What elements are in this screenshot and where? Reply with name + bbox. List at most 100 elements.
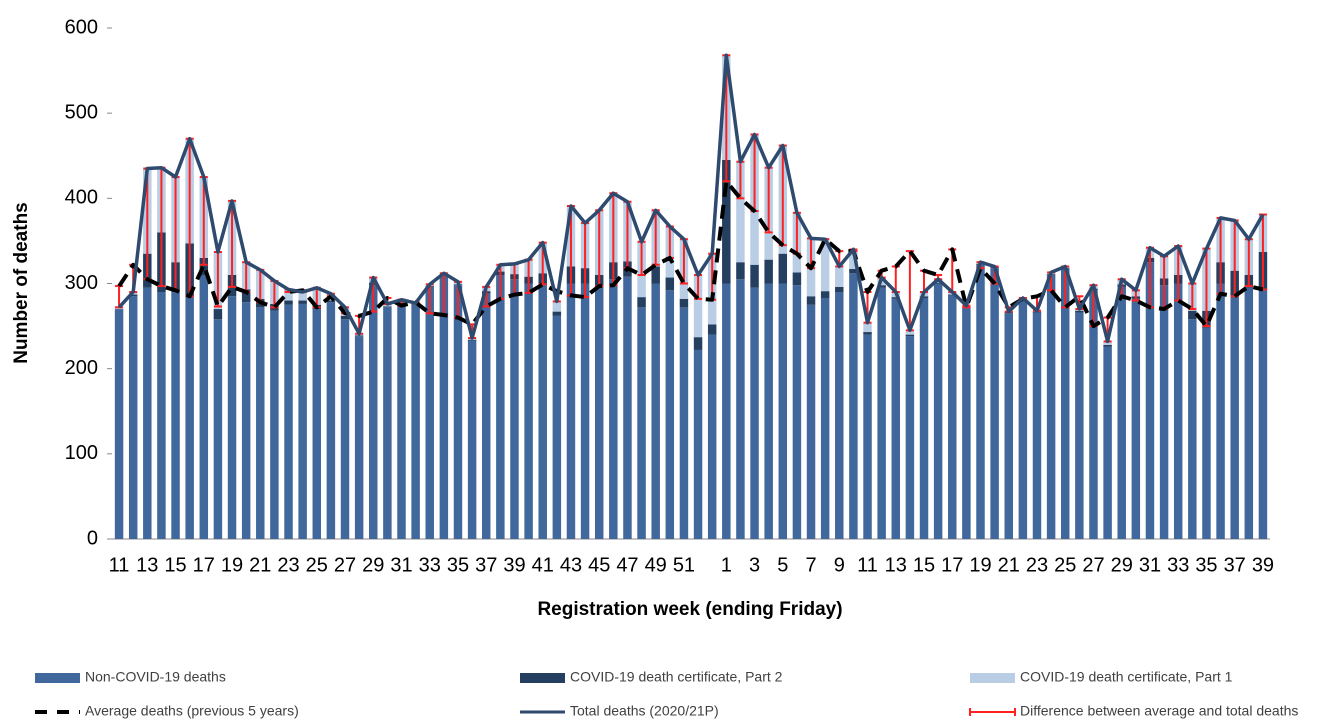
bar-segment	[354, 336, 364, 539]
x-tick-label: 13	[136, 554, 158, 576]
bar-segment	[736, 279, 745, 539]
bar-segment	[185, 296, 194, 539]
bar-segment	[298, 292, 307, 301]
bar-segment	[369, 285, 378, 539]
bar-segment	[736, 262, 745, 280]
bar-segment	[439, 276, 449, 539]
x-tick-label: 7	[805, 554, 816, 576]
x-tick-label: 15	[164, 554, 186, 576]
legend-label: Difference between average and total dea…	[1020, 703, 1298, 719]
x-tick-label: 21	[998, 554, 1020, 576]
legend-label: Average deaths (previous 5 years)	[85, 703, 299, 719]
x-tick-label: 25	[306, 554, 328, 576]
x-tick-label: 35	[1195, 554, 1217, 576]
bar-segment	[1103, 346, 1112, 539]
legend-swatch	[520, 673, 565, 683]
bar-segment	[623, 276, 632, 539]
bar-segment	[171, 292, 180, 539]
bar-segment	[227, 296, 237, 539]
bar-segment	[849, 249, 858, 270]
bar-segment	[905, 334, 915, 337]
y-tick-label: 100	[65, 442, 98, 464]
bar-segment	[284, 304, 293, 539]
bar-segment	[637, 307, 646, 539]
bar-segment	[835, 286, 844, 293]
bar-segment	[962, 308, 971, 539]
bar-segment	[467, 339, 477, 341]
bar-segment	[877, 287, 886, 539]
bar-segment	[1103, 344, 1112, 347]
x-tick-label: 47	[616, 554, 638, 576]
bar-segment	[284, 289, 293, 301]
bar-segment	[157, 292, 166, 539]
y-tick-label: 200	[65, 357, 98, 379]
bar-segment	[1258, 290, 1268, 539]
bar-segment	[566, 283, 576, 539]
x-tick-label: 11	[109, 554, 130, 576]
legend-label: COVID-19 death certificate, Part 2	[570, 669, 783, 685]
x-tick-label: 43	[560, 554, 582, 576]
x-tick-label: 27	[334, 554, 356, 576]
bar-segment	[891, 297, 901, 299]
bar-segment	[1244, 287, 1254, 539]
bar-segment	[411, 304, 420, 539]
bar-segment	[1216, 283, 1225, 539]
x-tick-label: 3	[749, 554, 760, 576]
x-tick-label: 33	[1167, 554, 1189, 576]
bar-segment	[467, 340, 477, 539]
y-tick-label: 400	[65, 187, 98, 209]
x-tick-label: 19	[221, 554, 243, 576]
bar-segment	[792, 272, 802, 286]
bar-segment	[919, 297, 929, 539]
bar-segment	[835, 292, 844, 539]
bar-segment	[340, 315, 350, 320]
bar-segment	[806, 304, 816, 539]
bar-segment	[637, 297, 646, 308]
bar-segment	[806, 296, 816, 305]
bar-segment	[933, 282, 943, 284]
bar-segment	[820, 291, 830, 298]
bar-segment	[552, 311, 562, 316]
bar-segment	[609, 279, 618, 539]
x-tick-label: 51	[673, 554, 695, 576]
bar-segment	[114, 309, 124, 539]
x-tick-label: 27	[1082, 554, 1104, 576]
bar-segment	[1117, 286, 1126, 539]
x-tick-label: 11	[857, 554, 878, 576]
bar-segment	[481, 293, 491, 539]
x-tick-label: 39	[503, 554, 525, 576]
bar-segment	[1202, 327, 1211, 539]
x-tick-label: 17	[941, 554, 963, 576]
y-axis-title: Number of deaths	[11, 202, 32, 364]
average-line	[117, 179, 1264, 329]
bar-segment	[722, 160, 731, 284]
bar-segment	[580, 283, 590, 539]
x-tick-label: 1	[721, 554, 732, 576]
x-tick-label: 17	[193, 554, 215, 576]
bar-segment	[1230, 296, 1239, 539]
x-tick-label: 31	[390, 554, 412, 576]
x-tick-label: 19	[969, 554, 991, 576]
x-tick-label: 23	[1026, 554, 1048, 576]
bar-segment	[1075, 312, 1084, 539]
bar-segment	[693, 349, 703, 539]
bar-segment	[1188, 319, 1197, 539]
bar-segment	[143, 287, 152, 539]
x-tick-label: 25	[1054, 554, 1076, 576]
bar-segment	[199, 274, 209, 539]
x-tick-label: 5	[777, 554, 788, 576]
bar-segment	[863, 322, 872, 333]
bar-segment	[976, 264, 985, 539]
bar-segment	[651, 283, 660, 539]
legend-label: Non-COVID-19 deaths	[85, 669, 226, 685]
x-tick-label: 39	[1252, 554, 1274, 576]
bar-segment	[213, 319, 223, 539]
bar-segment	[354, 335, 364, 337]
x-tick-label: 33	[419, 554, 441, 576]
bar-segment	[905, 336, 915, 539]
bar-segment	[298, 303, 307, 539]
x-tick-label: 29	[362, 554, 384, 576]
bar-segment	[312, 309, 322, 539]
bar-segment	[1046, 274, 1056, 539]
